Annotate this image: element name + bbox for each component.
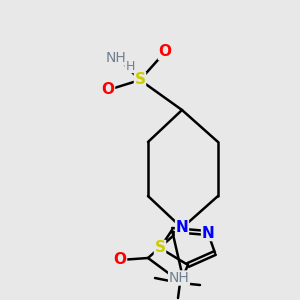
Text: O: O <box>113 253 127 268</box>
Text: NH: NH <box>106 51 126 65</box>
Text: O: O <box>101 82 115 98</box>
Text: H: H <box>125 59 135 73</box>
Text: N: N <box>176 220 188 236</box>
Text: N: N <box>202 226 214 241</box>
Text: NH: NH <box>169 271 189 285</box>
Text: S: S <box>154 241 166 256</box>
Text: O: O <box>158 44 172 59</box>
Text: S: S <box>134 73 146 88</box>
